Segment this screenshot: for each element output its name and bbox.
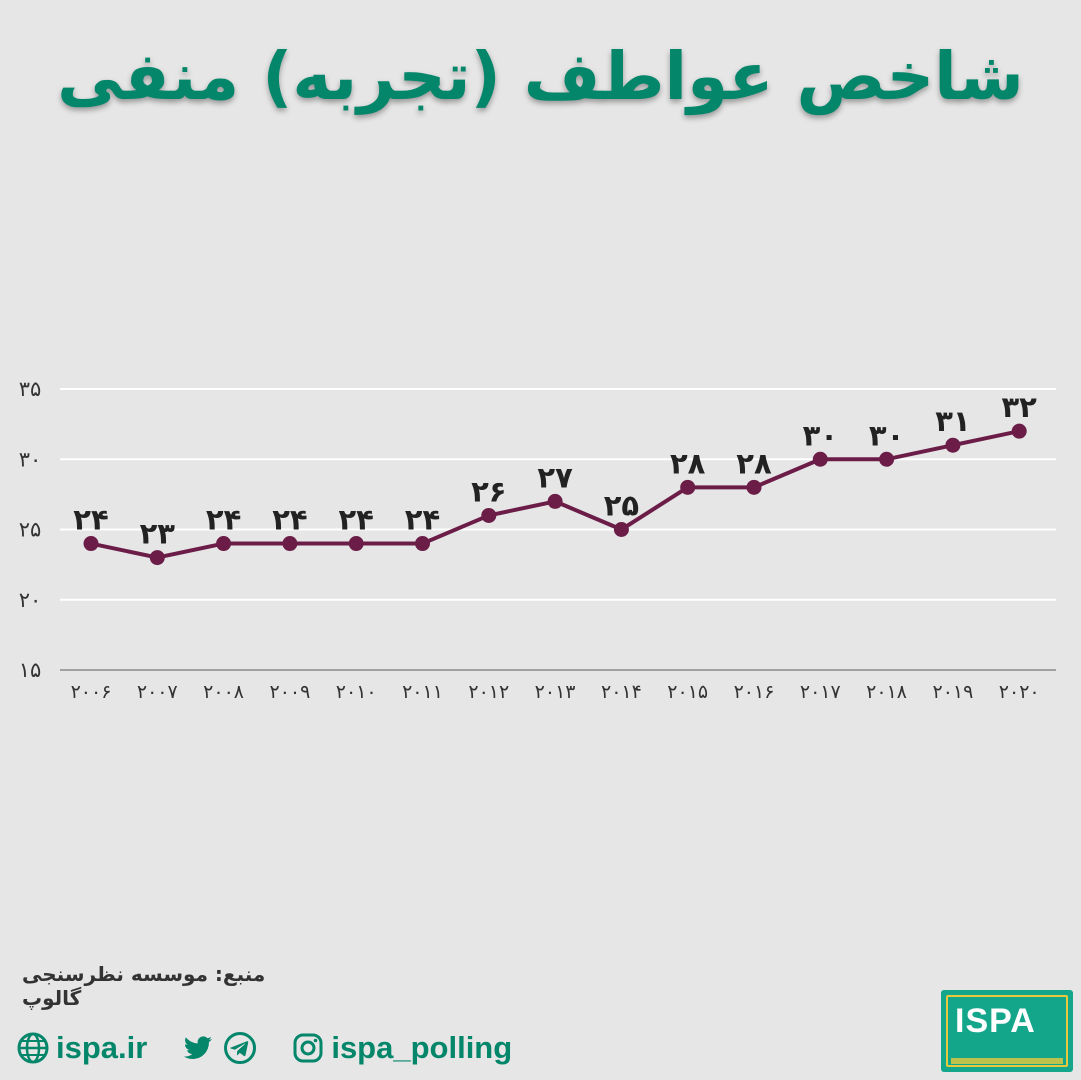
chart-title: شاخص عواطف (تجربه) منفی [57,38,1024,115]
data-point [812,451,828,467]
y-tick-label: ۳۰ [19,447,42,471]
y-axis-ticks: ۱۵ ۲۰ ۲۵ ۳۰ ۳۵ [19,377,42,682]
x-tick-label: ۲۰۱۶ [734,681,775,703]
data-label: ۲۴ [206,503,241,537]
source-note: منبع: موسسه نظرسنجی گالوپ [22,962,266,1010]
data-point [83,536,99,552]
data-point [746,479,762,495]
social-bar: ispa.ir ispa_polling [16,1028,512,1068]
social-handle[interactable]: ispa_polling [331,1030,513,1065]
data-point [879,451,895,467]
data-label: ۳۲ [1001,390,1037,424]
data-point [481,507,497,523]
x-tick-label: ۲۰۰۶ [71,681,112,703]
data-point [613,522,629,537]
data-label: ۲۶ [471,474,506,508]
data-point [945,437,961,453]
twitter-icon[interactable] [181,1031,215,1065]
y-tick-label: ۳۵ [19,377,42,401]
data-label: ۲۸ [670,446,706,480]
x-tick-label: ۲۰۱۵ [667,681,708,703]
data-label: ۲۵ [604,489,639,523]
x-tick-label: ۲۰۰۹ [269,681,310,703]
data-labels: ۲۴ ۲۳ ۲۴ ۲۴ ۲۴ ۲۴ ۲۶ ۲۷ ۲۵ ۲۸ ۲۸ ۳۰ ۳۰ ۳۱ ۳۲ [73,390,1037,550]
x-tick-label: ۲۰۲۰ [999,681,1040,703]
logo-text: ISPA [955,1002,1036,1040]
x-tick-label: ۲۰۱۲ [468,681,509,703]
data-point [282,536,298,552]
instagram-icon[interactable] [291,1031,325,1065]
telegram-icon[interactable] [223,1031,257,1065]
data-point [1011,423,1027,439]
x-tick-label: ۲۰۱۱ [402,681,443,703]
data-label: ۲۴ [405,503,440,537]
globe-icon[interactable] [16,1031,50,1065]
data-points [83,423,1027,566]
x-tick-label: ۲۰۱۳ [535,681,576,703]
data-point [348,536,364,552]
x-tick-label: ۲۰۰۷ [137,681,178,703]
data-point [547,493,563,509]
x-tick-label: ۲۰۱۷ [800,681,841,703]
x-tick-label: ۲۰۱۸ [866,681,907,703]
data-label: ۳۱ [935,404,970,438]
website-link[interactable]: ispa.ir [56,1030,148,1065]
x-tick-label: ۲۰۱۹ [932,681,973,703]
data-label: ۲۷ [537,460,573,494]
data-label: ۲۴ [272,503,307,537]
x-tick-label: ۲۰۱۴ [601,681,642,703]
x-tick-label: ۲۰۰۸ [203,681,244,703]
ispa-logo: ISPA [941,990,1073,1072]
y-tick-label: ۱۵ [19,658,42,682]
x-tick-label: ۲۰۱۰ [336,681,377,703]
data-label: ۲۴ [73,503,108,537]
data-label: ۳۰ [803,418,838,452]
data-point [680,479,696,495]
y-tick-label: ۲۵ [19,518,42,542]
x-axis-ticks: ۲۰۰۶ ۲۰۰۷ ۲۰۰۸ ۲۰۰۹ ۲۰۱۰ ۲۰۱۱ ۲۰۱۲ ۲۰۱۳ ۲۰۱۴ ۲۰۱۵… [71,681,1040,703]
data-label: ۲۸ [736,446,772,480]
data-label: ۳۰ [869,418,904,452]
data-point [149,550,165,566]
data-label: ۲۳ [140,517,176,551]
data-label: ۲۴ [338,503,373,537]
data-point [216,536,232,552]
data-point [415,536,430,552]
grid-lines [60,388,1056,671]
y-tick-label: ۲۰ [19,588,42,612]
